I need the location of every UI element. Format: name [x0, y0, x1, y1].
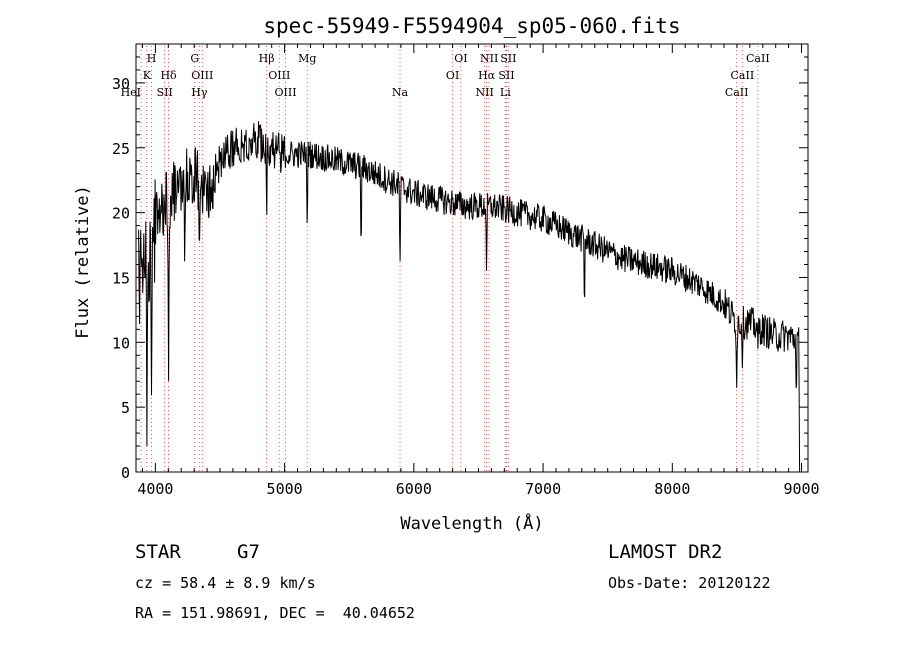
x-tick-label: 9000 [783, 480, 819, 498]
reference-line-label: OI [446, 69, 459, 82]
reference-line-label: OIII [274, 86, 296, 99]
reference-line-label: NII [480, 52, 498, 65]
survey-name: LAMOST DR2 [608, 541, 723, 563]
reference-line-label: Hγ [191, 86, 208, 99]
sky-coordinates: RA = 151.98691, DEC = 40.04652 [135, 604, 415, 622]
x-tick-label: 5000 [267, 480, 303, 498]
reference-line-label: G [190, 52, 199, 65]
reference-line-labels: HeIKHSIIHδGHγOIIIHβOIIIOIIIMgNaOIOINIIHα… [121, 52, 770, 99]
x-axis: 4000 5000 6000 7000 8000 9000 [137, 44, 820, 498]
reference-line-label: SII [500, 52, 516, 65]
reference-line-label: CaII [746, 52, 770, 65]
reference-line-label: SII [157, 86, 173, 99]
redshift-velocity: cz = 58.4 ± 8.9 km/s [135, 574, 316, 592]
x-tick-label: 4000 [137, 480, 173, 498]
reference-line-label: Li [500, 86, 511, 99]
reference-line-label: CaII [731, 69, 755, 82]
reference-line-label: Hδ [160, 69, 177, 82]
y-tick-label: 0 [121, 464, 130, 482]
y-axis: 0 5 10 15 20 25 30 [112, 56, 808, 482]
spectrum-line [138, 121, 801, 473]
y-tick-label: 5 [121, 399, 130, 417]
reference-line-label: OI [454, 52, 467, 65]
reference-line-label: H [147, 52, 157, 65]
reference-line-label: Hα [478, 69, 496, 82]
reference-line-label: NII [476, 86, 494, 99]
x-tick-label: 6000 [396, 480, 432, 498]
object-class: STAR [135, 541, 181, 563]
x-axis-label: Wavelength (Å) [400, 512, 543, 534]
reference-line-label: OIII [191, 69, 213, 82]
plot-frame [135, 43, 809, 473]
y-tick-label: 20 [112, 205, 130, 223]
x-tick-label: 8000 [654, 480, 690, 498]
y-axis-label: Flux (relative) [73, 185, 93, 339]
x-tick-label: 7000 [525, 480, 561, 498]
reference-line-label: K [143, 69, 152, 82]
reference-line-label: OIII [268, 69, 290, 82]
reference-line-label: Na [392, 86, 409, 99]
y-tick-label: 25 [112, 140, 130, 158]
y-tick-label: 15 [112, 269, 130, 287]
object-subclass: G7 [237, 541, 260, 563]
y-tick-label: 10 [112, 334, 130, 352]
reference-line-label: SII [498, 69, 514, 82]
reference-line-label: CaII [725, 86, 749, 99]
reference-line-label: Hβ [259, 52, 275, 65]
y-tick-label: 30 [112, 75, 130, 93]
chart-title: spec-55949-F5594904_sp05-060.fits [263, 14, 680, 38]
observation-date: Obs-Date: 20120122 [608, 574, 771, 592]
reference-line-label: Mg [298, 52, 316, 65]
